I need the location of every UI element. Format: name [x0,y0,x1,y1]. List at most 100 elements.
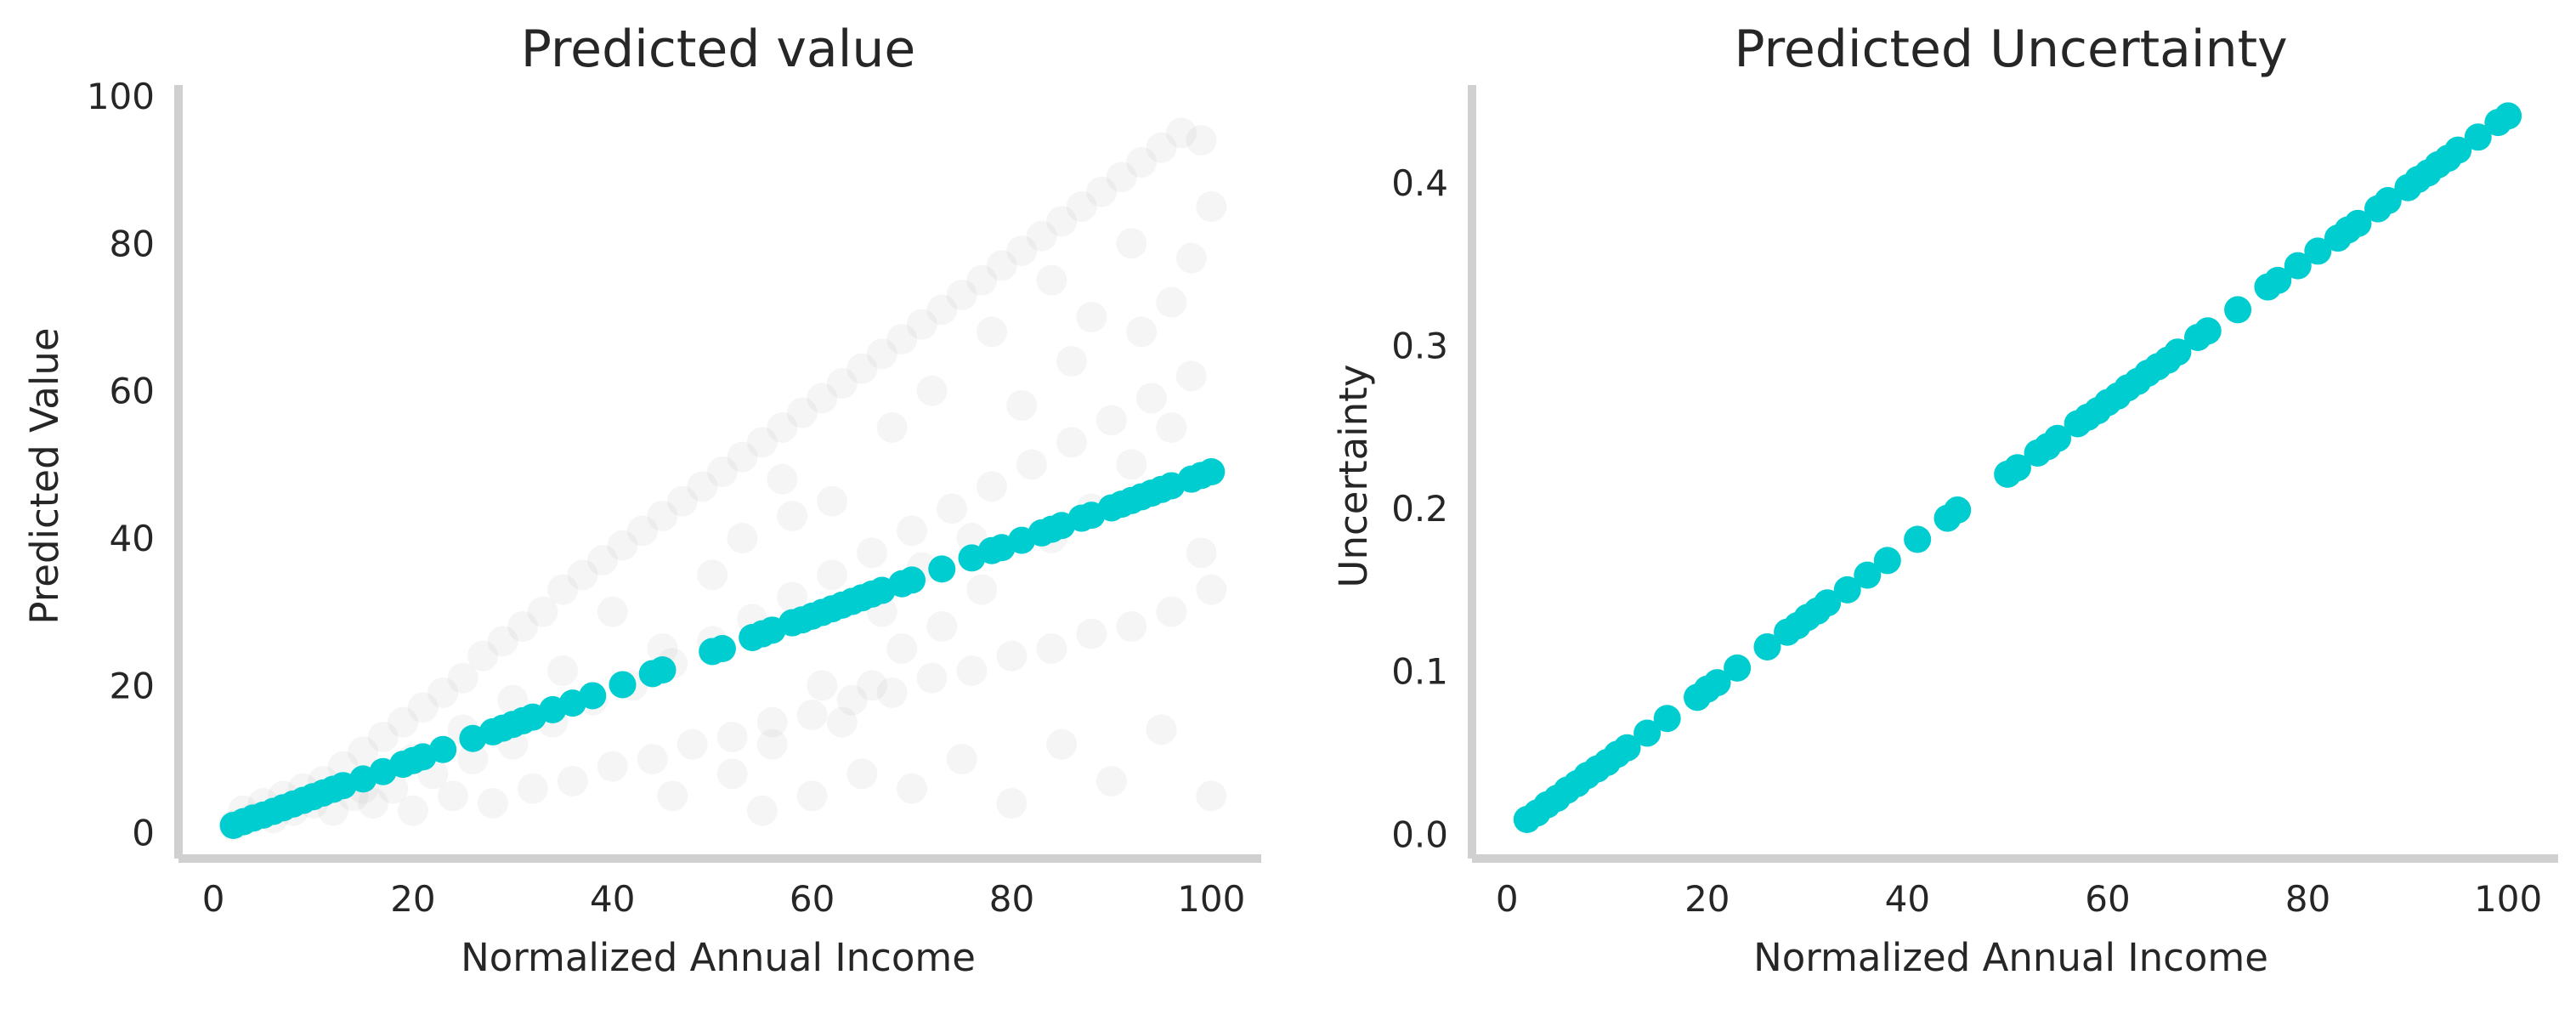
x-tick-label: 60 [2085,878,2130,920]
observed-point [348,736,379,768]
observed-point [996,788,1028,819]
observed-point [1036,264,1067,296]
observed-point [357,788,388,819]
predicted-point [928,555,956,583]
predicted-point [2304,237,2332,265]
observed-point [756,728,788,760]
y-tick-label: 100 [87,76,155,117]
observed-point [547,655,579,686]
observed-point [647,501,678,531]
predicted-point [2224,296,2252,324]
observed-point [567,559,598,591]
observed-point [487,626,518,657]
observed-point [597,751,628,782]
observed-point [557,766,588,796]
observed-point [457,744,489,774]
observed-point [886,324,918,354]
predicted-point [429,735,457,763]
observed-point [1156,596,1187,627]
predicted-point [579,682,607,710]
observed-point [716,722,748,752]
x-tick-label: 20 [390,878,435,920]
observed-point [1116,228,1147,259]
predicted-points [219,458,1226,839]
observed-point [996,640,1028,672]
x-axis-label: Normalized Annual Income [1753,935,2268,980]
observed-point [807,383,838,414]
y-tick-labels: 0.0 0.1 0.2 0.3 0.4 [1391,162,1448,855]
observed-point [976,316,1007,348]
x-tick-labels: 0 20 40 60 80 100 [1496,878,2542,920]
observed-point [657,780,688,812]
y-tick-label: 0.0 [1391,813,1448,855]
observed-point [746,427,778,458]
observed-point [796,780,828,812]
observed-point [1056,346,1087,377]
y-tick-label: 0.1 [1391,651,1448,693]
observed-point [1096,405,1127,436]
observed-point [647,633,678,664]
observed-point [886,633,918,664]
observed-point [866,338,897,370]
observed-point [956,655,988,686]
observed-point [807,670,838,701]
predicted-points [1513,102,2522,834]
observed-point [876,677,908,708]
y-tick-label: 40 [110,518,155,559]
observed-point [677,728,708,760]
observed-point [407,692,439,723]
observed-point [1146,132,1177,163]
observed-point [777,581,808,613]
observed-point [1006,390,1038,421]
observed-point [1016,449,1047,480]
y-tick-label: 0 [132,813,155,854]
y-tick-labels: 0 20 40 60 80 100 [87,76,155,854]
y-tick-label: 0.3 [1391,326,1448,367]
observed-point [1096,766,1127,796]
predicted-point [1633,719,1662,747]
predicted-point [2444,136,2472,164]
y-axis-label: Uncertainty [1331,365,1376,588]
observed-point [427,677,459,708]
observed-point [517,773,548,804]
observed-point [897,515,928,547]
predicted-point [2044,424,2072,452]
chart-title: Predicted Uncertainty [1734,20,2287,79]
observed-point [467,640,499,672]
observed-point [826,706,858,738]
observed-point [1046,206,1078,237]
observed-point [607,530,638,561]
observed-point [1196,780,1227,812]
observed-point [846,758,878,790]
observed-point [966,574,998,605]
observed-point [876,412,908,443]
x-tick-label: 80 [989,878,1034,920]
observed-point [836,684,868,716]
observed-point [906,309,937,340]
observed-point [817,559,848,591]
predicted-point [2344,209,2372,237]
predicted-point [2284,252,2312,280]
observed-point [697,559,728,591]
observed-point [1126,316,1158,348]
observed-point [1186,537,1217,569]
predicted-point [2194,317,2222,345]
observed-point [966,264,998,296]
observed-point [1166,117,1197,149]
x-tick-label: 40 [590,878,635,920]
observed-point [1056,427,1087,458]
y-tick-label: 20 [110,665,155,706]
observed-points [218,117,1227,841]
observed-point [946,280,977,310]
observed-point [666,485,698,517]
x-tick-label: 100 [2474,878,2542,920]
x-tick-label: 40 [1885,878,1930,920]
predicted-point [1703,669,1731,697]
observed-point [1076,302,1107,332]
plot-area [1513,102,2522,834]
observed-point [817,485,848,517]
observed-point [727,441,758,473]
predicted-point [1944,496,1972,524]
y-axis-label: Predicted Value [22,327,67,624]
observed-point [1026,220,1057,252]
